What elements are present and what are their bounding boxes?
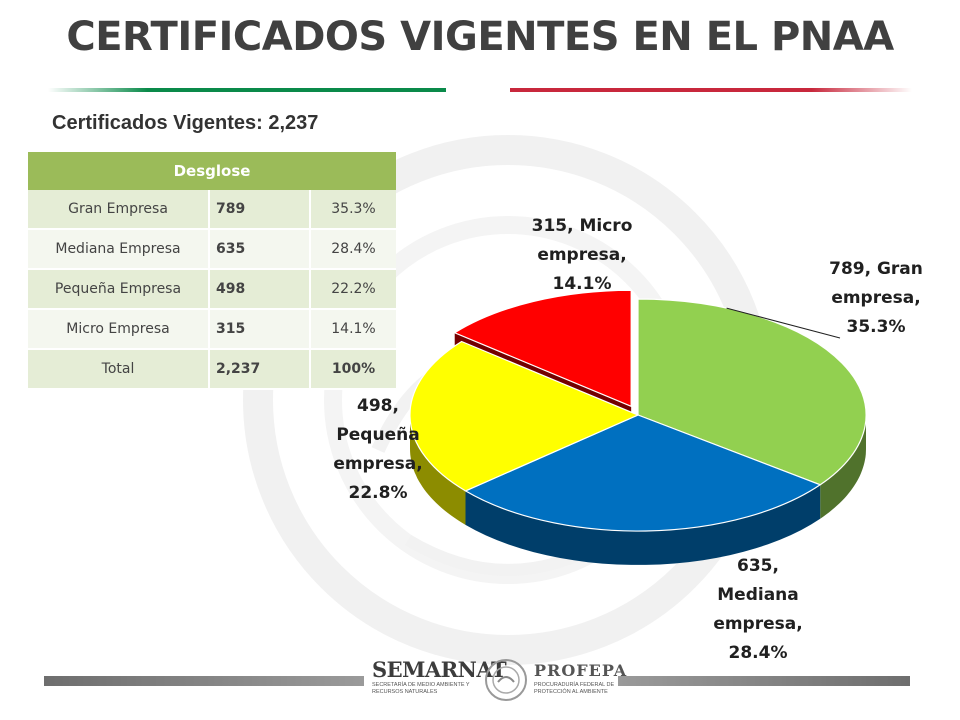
slice-micro-empresa (453, 289, 632, 408)
certificates-total-heading: Certificados Vigentes: 2,237 (52, 112, 319, 134)
table-row: Pequeña Empresa 498 22.2% (28, 269, 396, 310)
slice-mediana-empresa (464, 414, 822, 532)
semarnat-logo: SEMARNAT SECRETARÍA DE MEDIO AMBIENTE Y … (372, 657, 507, 696)
slice-side-mediana-empresa (465, 484, 821, 565)
table-total-row: Total 2,237 100% (28, 349, 396, 390)
row-name: Micro Empresa (28, 309, 210, 350)
footer-rule-right (618, 676, 910, 686)
breakdown-table: Desglose Gran Empresa 789 35.3% Mediana … (28, 152, 396, 390)
slice-label-pequena: 498, Pequeña empresa, 22.8% (333, 396, 423, 503)
table-row: Micro Empresa 315 14.1% (28, 309, 396, 350)
row-percent: 100% (310, 349, 396, 390)
table-header: Desglose (28, 152, 396, 190)
row-percent: 35.3% (310, 190, 396, 230)
row-name: Mediana Empresa (28, 229, 210, 270)
slice-label-micro: 315, Micro empresa, 14.1% (531, 216, 633, 294)
row-count: 315 (209, 309, 311, 350)
slice-gran-empresa (637, 298, 867, 486)
slice-label-mediana: 635, Mediana empresa, 28.4% (713, 556, 803, 663)
row-name: Pequeña Empresa (28, 269, 210, 310)
row-name: Gran Empresa (28, 190, 210, 230)
row-count: 789 (209, 190, 311, 230)
title-rule-green (48, 88, 446, 92)
row-percent: 28.4% (310, 229, 396, 270)
title-rule-red (510, 88, 912, 92)
profepa-logo: PROFEPA PROCURADURÍA FEDERAL DE PROTECCI… (534, 661, 628, 695)
row-count: 635 (209, 229, 311, 270)
slice-side-peque-a-empresa (410, 415, 466, 525)
leader-line (726, 307, 841, 339)
national-seal-icon (485, 659, 527, 701)
row-name: Total (28, 349, 210, 390)
table-row: Mediana Empresa 635 28.4% (28, 229, 396, 270)
row-count: 2,237 (209, 349, 311, 390)
row-percent: 14.1% (310, 309, 396, 350)
slice-side-gran-empresa (820, 415, 866, 519)
slice-label-gran: 789, Gran empresa, 35.3% (829, 259, 923, 337)
page-title: CERTIFICADOS VIGENTES EN EL PNAA (66, 14, 894, 60)
row-percent: 22.2% (310, 269, 396, 310)
table-row: Gran Empresa 789 35.3% (28, 190, 396, 230)
footer-rule-left (44, 676, 364, 686)
slice-peque-a-empresa (409, 340, 640, 492)
row-count: 498 (209, 269, 311, 310)
